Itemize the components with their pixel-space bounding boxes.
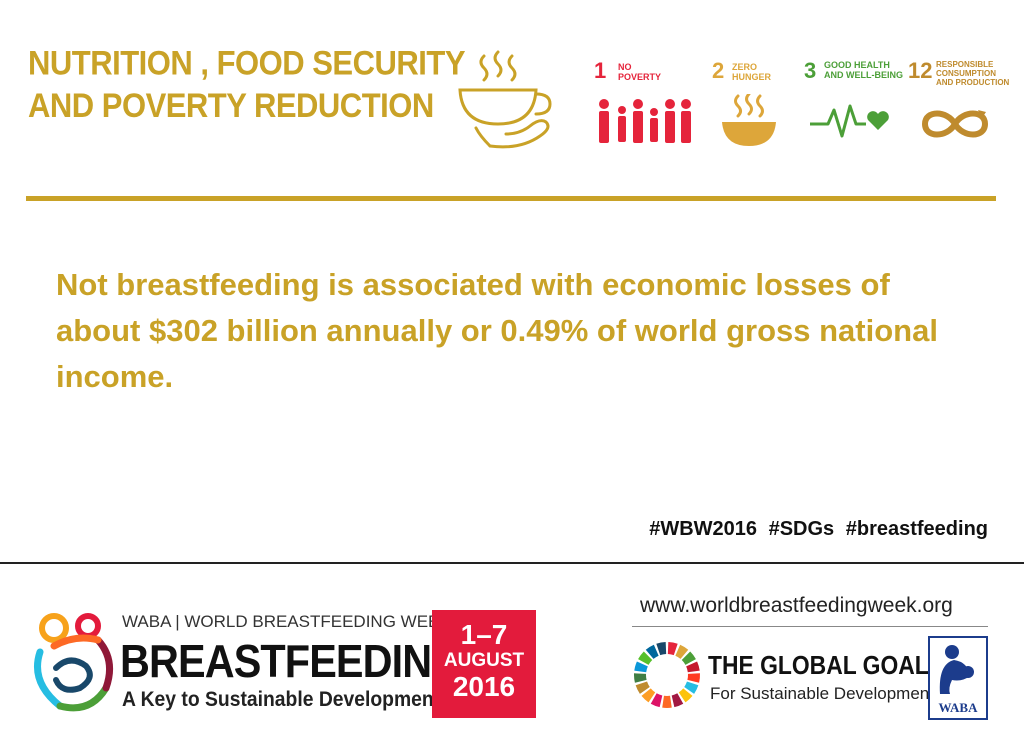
- wheel-segment: [634, 661, 648, 673]
- wheel-segment: [684, 681, 699, 694]
- header-divider: [26, 196, 996, 201]
- sdg-number: 2: [712, 58, 725, 83]
- wbw-organizer: WABA | WORLD BREASTFEEDING WEEK: [122, 612, 451, 631]
- wheel-segment: [638, 651, 653, 666]
- wheel-segment: [656, 642, 667, 656]
- sdg-number: 12: [908, 58, 933, 83]
- infinity-icon: [921, 110, 989, 138]
- wheel-segment: [686, 661, 700, 673]
- goals-divider: [632, 626, 988, 627]
- website-link[interactable]: www.worldbreastfeedingweek.org: [640, 594, 953, 617]
- global-goals-wheel-icon: [634, 642, 700, 708]
- family-icon: [599, 99, 691, 143]
- sdg-2-zero-hunger: 2 ZERO HUNGER: [710, 58, 790, 158]
- sdg-1-no-poverty: 1 NO POVERTY: [590, 58, 695, 158]
- wheel-segment: [635, 681, 650, 694]
- wheel-segment: [671, 693, 684, 708]
- wheel-segment: [681, 651, 696, 666]
- title-line-1: NUTRITION , FOOD SECURITY: [28, 43, 466, 83]
- wheel-segment: [687, 673, 700, 683]
- sdg-number: 1: [594, 58, 607, 83]
- wbw-subtitle: A Key to Sustainable Development: [122, 688, 441, 711]
- sdg-label: ZERO HUNGER: [732, 62, 772, 82]
- hashtags[interactable]: #WBW2016 #SDGs #breastfeeding: [649, 518, 988, 540]
- wheel-segment: [641, 688, 656, 703]
- mother-child-icon: [939, 645, 974, 694]
- waba-label: WABA: [938, 700, 978, 715]
- wheel-segment: [634, 673, 647, 683]
- sdg-number: 3: [804, 58, 817, 83]
- sdg-label: NO POVERTY: [618, 62, 662, 82]
- sdg-12-responsible-consumption: 12 RESPONSIBLE CONSUMPTION AND PRODUCTION: [906, 58, 1010, 158]
- bowl-in-hand-icon: [458, 50, 552, 149]
- title-line-2: AND POVERTY REDUCTION: [28, 85, 434, 125]
- sdg-label: RESPONSIBLE CONSUMPTION AND PRODUCTION: [936, 60, 1010, 87]
- heartbeat-icon: [810, 104, 889, 138]
- wbw-title: BREASTFEEDING: [120, 635, 463, 687]
- wheel-segment: [678, 688, 693, 703]
- page-title: NUTRITION , FOOD SECURITY AND POVERTY RE…: [28, 42, 466, 127]
- date-range: 1–7: [460, 619, 508, 650]
- wheel-segment: [645, 644, 659, 660]
- global-goals-subtitle: For Sustainable Development: [710, 684, 934, 703]
- event-date-badge: 1–7 AUGUST 2016: [432, 610, 536, 718]
- date-year: 2016: [452, 671, 516, 702]
- sdg-3-good-health: 3 GOOD HEALTH AND WELL-BEING: [802, 58, 903, 158]
- sdg-label: GOOD HEALTH AND WELL-BEING: [824, 60, 903, 80]
- global-goals-title: THE GLOBAL GOALS: [708, 650, 945, 680]
- wheel-segment: [667, 642, 678, 656]
- key-statement: Not breastfeeding is associated with eco…: [56, 267, 938, 394]
- footer-divider: [0, 562, 1024, 564]
- waba-logo: WABA: [928, 636, 988, 720]
- wheel-segment: [675, 644, 689, 660]
- wheel-segment: [650, 693, 663, 708]
- wbw-logo-icon: [34, 613, 114, 712]
- date-month: AUGUST: [443, 650, 525, 671]
- bowl-icon: [722, 94, 776, 146]
